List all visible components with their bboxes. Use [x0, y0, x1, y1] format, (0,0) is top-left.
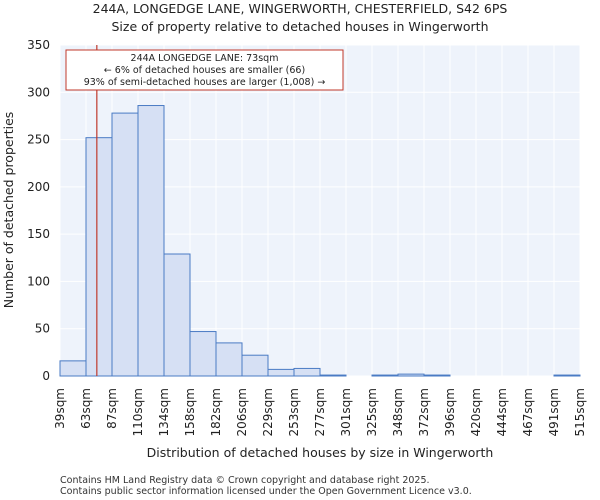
y-tick-label: 250	[27, 133, 50, 147]
x-tick-label: 491sqm	[547, 388, 561, 436]
bar-253sqm	[293, 367, 321, 377]
annotation-line-2: ← 6% of detached houses are smaller (66)	[104, 65, 305, 76]
x-tick-label: 372sqm	[417, 388, 431, 436]
x-tick-label: 325sqm	[365, 388, 379, 436]
x-tick-label: 301sqm	[339, 388, 353, 436]
x-tick-label: 444sqm	[495, 388, 509, 436]
bar-491sqm	[553, 374, 581, 377]
y-tick-label: 150	[27, 227, 50, 241]
bar-372sqm	[423, 374, 451, 377]
x-tick-label: 158sqm	[183, 388, 197, 436]
bar-110sqm	[137, 105, 165, 377]
bar-134sqm	[163, 253, 191, 377]
bars	[59, 105, 581, 377]
x-tick-label: 206sqm	[235, 388, 249, 436]
x-axis-ticks: 39sqm 63sqm 87sqm 110sqm 134sqm 158sqm 182sqm 2…	[53, 388, 587, 436]
y-axis-ticks: 0 50 100 150 200 250 300 350	[27, 38, 50, 383]
y-tick-label: 350	[27, 38, 50, 52]
y-tick-label: 100	[27, 274, 50, 288]
x-tick-label: 467sqm	[521, 388, 535, 436]
bar-277sqm	[319, 374, 347, 377]
x-tick-label: 253sqm	[287, 388, 301, 436]
bar-325sqm	[371, 374, 399, 377]
property-marker: 244A LONGEDGE LANE: 73sqm← 6% of detache…	[65, 45, 344, 376]
bar-63sqm	[85, 137, 113, 377]
x-tick-label: 87sqm	[105, 388, 119, 429]
x-tick-label: 110sqm	[131, 388, 145, 436]
x-tick-label: 229sqm	[261, 388, 275, 436]
x-tick-label: 348sqm	[391, 388, 405, 436]
y-tick-label: 200	[27, 180, 50, 194]
chart-subtitle: Size of property relative to detached ho…	[112, 19, 489, 34]
bar-87sqm	[111, 112, 139, 377]
y-tick-label: 50	[35, 322, 50, 336]
bar-206sqm	[241, 354, 269, 377]
annotation-line-1: 244A LONGEDGE LANE: 73sqm	[131, 53, 279, 64]
x-tick-label: 396sqm	[443, 388, 457, 436]
x-tick-label: 182sqm	[209, 388, 223, 436]
chart-title: 244A, LONGEDGE LANE, WINGERWORTH, CHESTE…	[93, 1, 508, 16]
x-axis-label: Distribution of detached houses by size …	[147, 445, 494, 460]
annotation-line-3: 93% of semi-detached houses are larger (…	[84, 77, 326, 88]
x-tick-label: 515sqm	[573, 388, 587, 436]
x-tick-label: 134sqm	[157, 388, 171, 436]
bar-229sqm	[267, 368, 295, 377]
x-tick-label: 63sqm	[79, 388, 93, 429]
bar-39sqm	[59, 360, 87, 377]
bar-182sqm	[215, 342, 243, 377]
x-tick-label: 39sqm	[53, 388, 67, 429]
footer-line-2: Contains public sector information licen…	[60, 486, 472, 497]
x-tick-label: 420sqm	[469, 388, 483, 436]
y-tick-label: 0	[42, 369, 50, 383]
y-axis-label: Number of detached properties	[1, 112, 16, 309]
bar-158sqm	[189, 331, 217, 377]
annotation-box	[65, 49, 344, 91]
bar-348sqm	[397, 373, 425, 377]
x-tick-label: 277sqm	[313, 388, 327, 436]
footer-line-1: Contains HM Land Registry data © Crown c…	[60, 475, 430, 486]
y-tick-label: 300	[27, 85, 50, 99]
